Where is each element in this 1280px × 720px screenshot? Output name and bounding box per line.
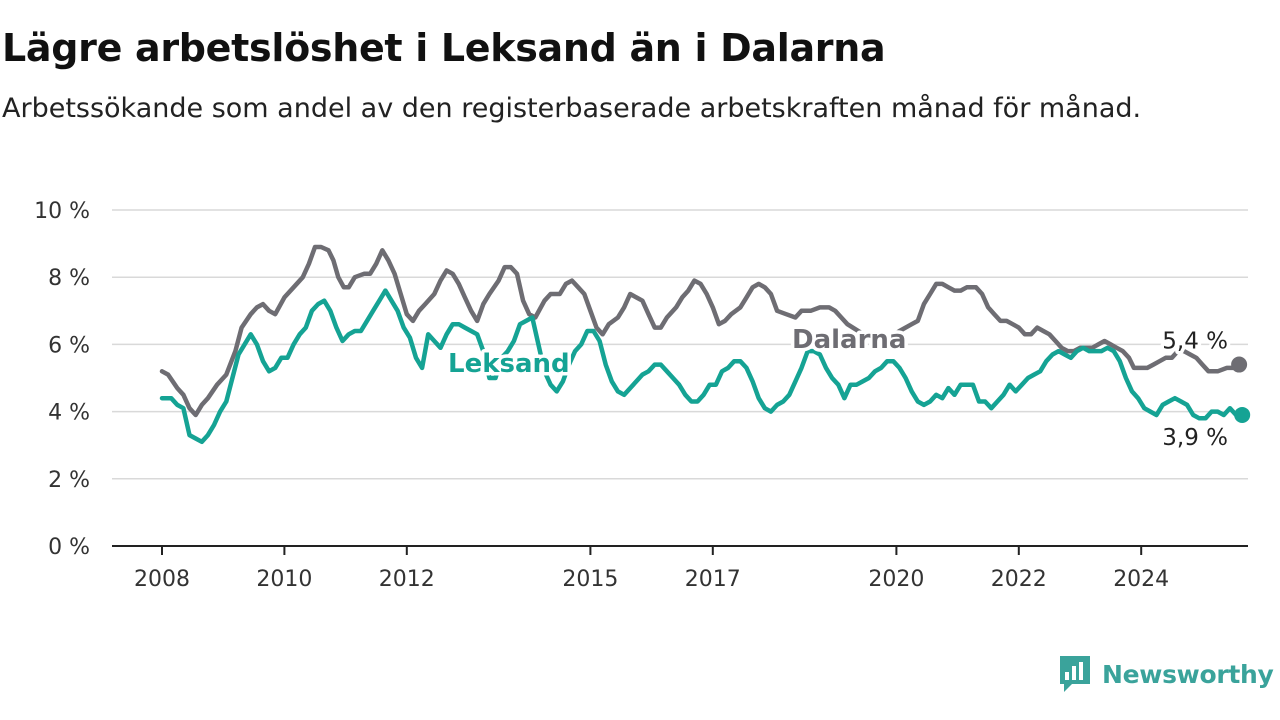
end-value-label-leksand: 3,9 %3,9 %: [1159, 421, 1232, 454]
newsworthy-logo-icon: [1060, 656, 1090, 692]
x-tick-label: 2022: [991, 567, 1047, 592]
svg-text:3,9 %: 3,9 %: [1162, 425, 1228, 451]
svg-text:Leksand: Leksand: [448, 349, 570, 379]
x-tick-label: 2017: [685, 567, 741, 592]
y-tick-label: 6 %: [48, 333, 90, 358]
y-tick-label: 2 %: [48, 468, 90, 493]
series-line-dalarna: [159, 244, 1242, 418]
x-tick-label: 2008: [134, 567, 190, 592]
series-end-dot: [1234, 406, 1251, 423]
x-tick-label: 2020: [868, 567, 924, 592]
chart-subtitle: Arbetssökande som andel av den registerb…: [2, 93, 1142, 124]
svg-text:Dalarna: Dalarna: [792, 325, 906, 355]
x-tick-label: 2012: [379, 567, 435, 592]
svg-text:Dalarna: Dalarna: [792, 325, 906, 355]
svg-text:3,9 %: 3,9 %: [1162, 425, 1228, 451]
svg-text:5,4 %: 5,4 %: [1162, 329, 1228, 355]
series-lines: [159, 244, 1251, 445]
brand-logo: Newsworthy: [1058, 654, 1274, 694]
svg-text:Leksand: Leksand: [448, 349, 570, 379]
series-end-dot: [1231, 356, 1248, 373]
x-tick-label: 2024: [1113, 567, 1169, 592]
x-tick-label: 2015: [562, 567, 618, 592]
x-tick-label: 2010: [256, 567, 312, 592]
brand-name: Newsworthy: [1102, 659, 1274, 689]
svg-text:5,4 %: 5,4 %: [1162, 329, 1228, 355]
y-tick-label: 8 %: [48, 266, 90, 291]
axes: 0 % 2 % 4 % 6 % 8 % 10 % 2008 2010 2012 2015 2017 2…: [34, 199, 1248, 592]
y-tick-label: 0 %: [48, 535, 90, 560]
grid-lines: [112, 209, 1248, 480]
y-tick-label: 10 %: [34, 199, 90, 224]
series-line-leksand: [159, 288, 1245, 445]
chart-title: Lägre arbetslöshet i Leksand än i Dalarn…: [2, 26, 886, 70]
y-tick-label: 4 %: [48, 401, 90, 426]
end-value-label-dalarna: 5,4 %5,4 %: [1159, 325, 1232, 358]
